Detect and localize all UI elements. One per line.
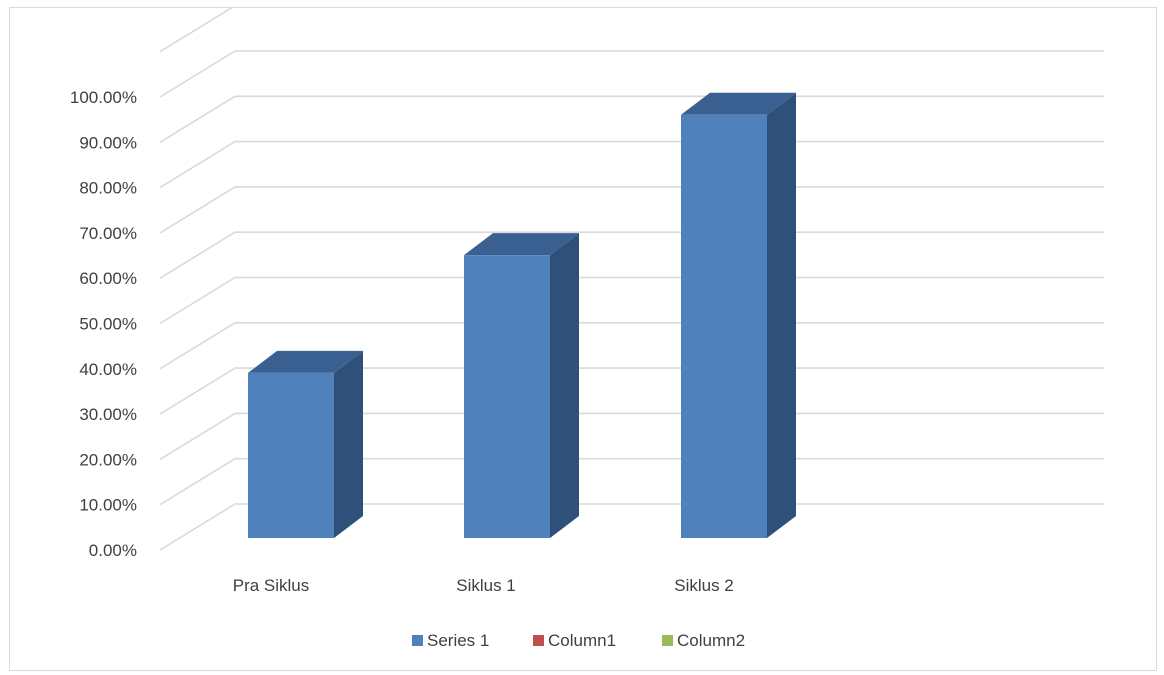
gridline [159, 457, 1104, 506]
y-tick-label: 90.00% [79, 133, 137, 152]
x-tick-label: Pra Siklus [233, 576, 310, 595]
gridline [159, 50, 1104, 98]
gridline [159, 8, 233, 53]
gridline [159, 276, 1104, 325]
legend-label: Column2 [677, 631, 745, 650]
gridline [159, 412, 1104, 461]
y-tick-label: 60.00% [79, 269, 137, 288]
bar [464, 255, 550, 538]
y-tick-label: 30.00% [79, 405, 137, 424]
gridline [159, 322, 1104, 370]
bar-chart: 0.00% 10.00% 20.00% 30.00% 40.00% 50.00% 60.00… [70, 8, 1104, 650]
y-tick-label: 0.00% [89, 541, 137, 560]
legend-label: Column1 [548, 631, 616, 650]
y-tick-label: 50.00% [79, 315, 137, 334]
gridline [159, 503, 1104, 551]
legend-swatch [412, 635, 423, 646]
bar-top [681, 92, 796, 115]
gridline [159, 186, 1104, 234]
grid-layer [159, 8, 1104, 551]
gridline [159, 367, 1104, 415]
bar-top [464, 233, 579, 256]
y-tick-label: 20.00% [79, 450, 137, 469]
y-tick-label: 70.00% [79, 224, 137, 243]
legend-swatch [662, 635, 673, 646]
x-tick-label: Siklus 2 [674, 576, 734, 595]
gridline [159, 140, 1104, 189]
bar-side [550, 233, 579, 538]
y-tick-label: 100.00% [70, 88, 137, 107]
x-axis-ticks: Pra Siklus Siklus 1 Siklus 2 [233, 576, 734, 595]
bar-side [767, 92, 796, 539]
bar-side [334, 350, 363, 538]
bar [248, 372, 334, 538]
legend: Series 1 Column1 Column2 [412, 631, 745, 650]
y-tick-label: 40.00% [79, 360, 137, 379]
x-tick-label: Siklus 1 [456, 576, 516, 595]
legend-label: Series 1 [427, 631, 489, 650]
gridline [159, 95, 1104, 143]
y-axis-ticks: 0.00% 10.00% 20.00% 30.00% 40.00% 50.00% 60.00… [70, 88, 137, 560]
chart-frame: 0.00% 10.00% 20.00% 30.00% 40.00% 50.00% 60.00… [9, 7, 1157, 671]
bar-top [248, 350, 363, 373]
bar [681, 114, 767, 539]
y-tick-label: 10.00% [79, 496, 137, 515]
bars [248, 92, 796, 539]
gridline [159, 231, 1104, 279]
legend-swatch [533, 635, 544, 646]
y-tick-label: 80.00% [79, 179, 137, 198]
